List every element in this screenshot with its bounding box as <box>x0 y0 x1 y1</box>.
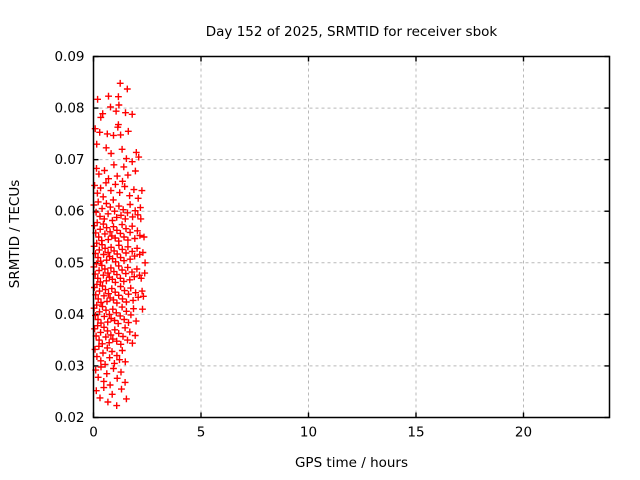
x-axis-label: GPS time / hours <box>294 455 409 471</box>
y-tick-label: 0.06 <box>54 204 84 220</box>
x-tick-label: 10 <box>300 425 317 441</box>
y-tick-label: 0.05 <box>54 255 84 271</box>
chart-title: Day 152 of 2025, SRMTID for receiver sbo… <box>205 24 498 40</box>
plot-frame <box>92 55 611 419</box>
x-tick-label: 0 <box>89 425 98 441</box>
data-points <box>90 79 149 409</box>
x-tick-label: 15 <box>407 425 424 441</box>
y-tick-label: 0.02 <box>54 410 84 426</box>
x-tick-label: 20 <box>515 425 532 441</box>
y-tick-label: 0.07 <box>54 152 84 168</box>
y-tick-label: 0.08 <box>54 101 84 117</box>
x-tick-label: 5 <box>197 425 206 441</box>
y-tick-label: 0.09 <box>54 49 84 65</box>
y-tick-label: 0.04 <box>54 307 84 323</box>
y-tick-label: 0.03 <box>54 358 84 374</box>
